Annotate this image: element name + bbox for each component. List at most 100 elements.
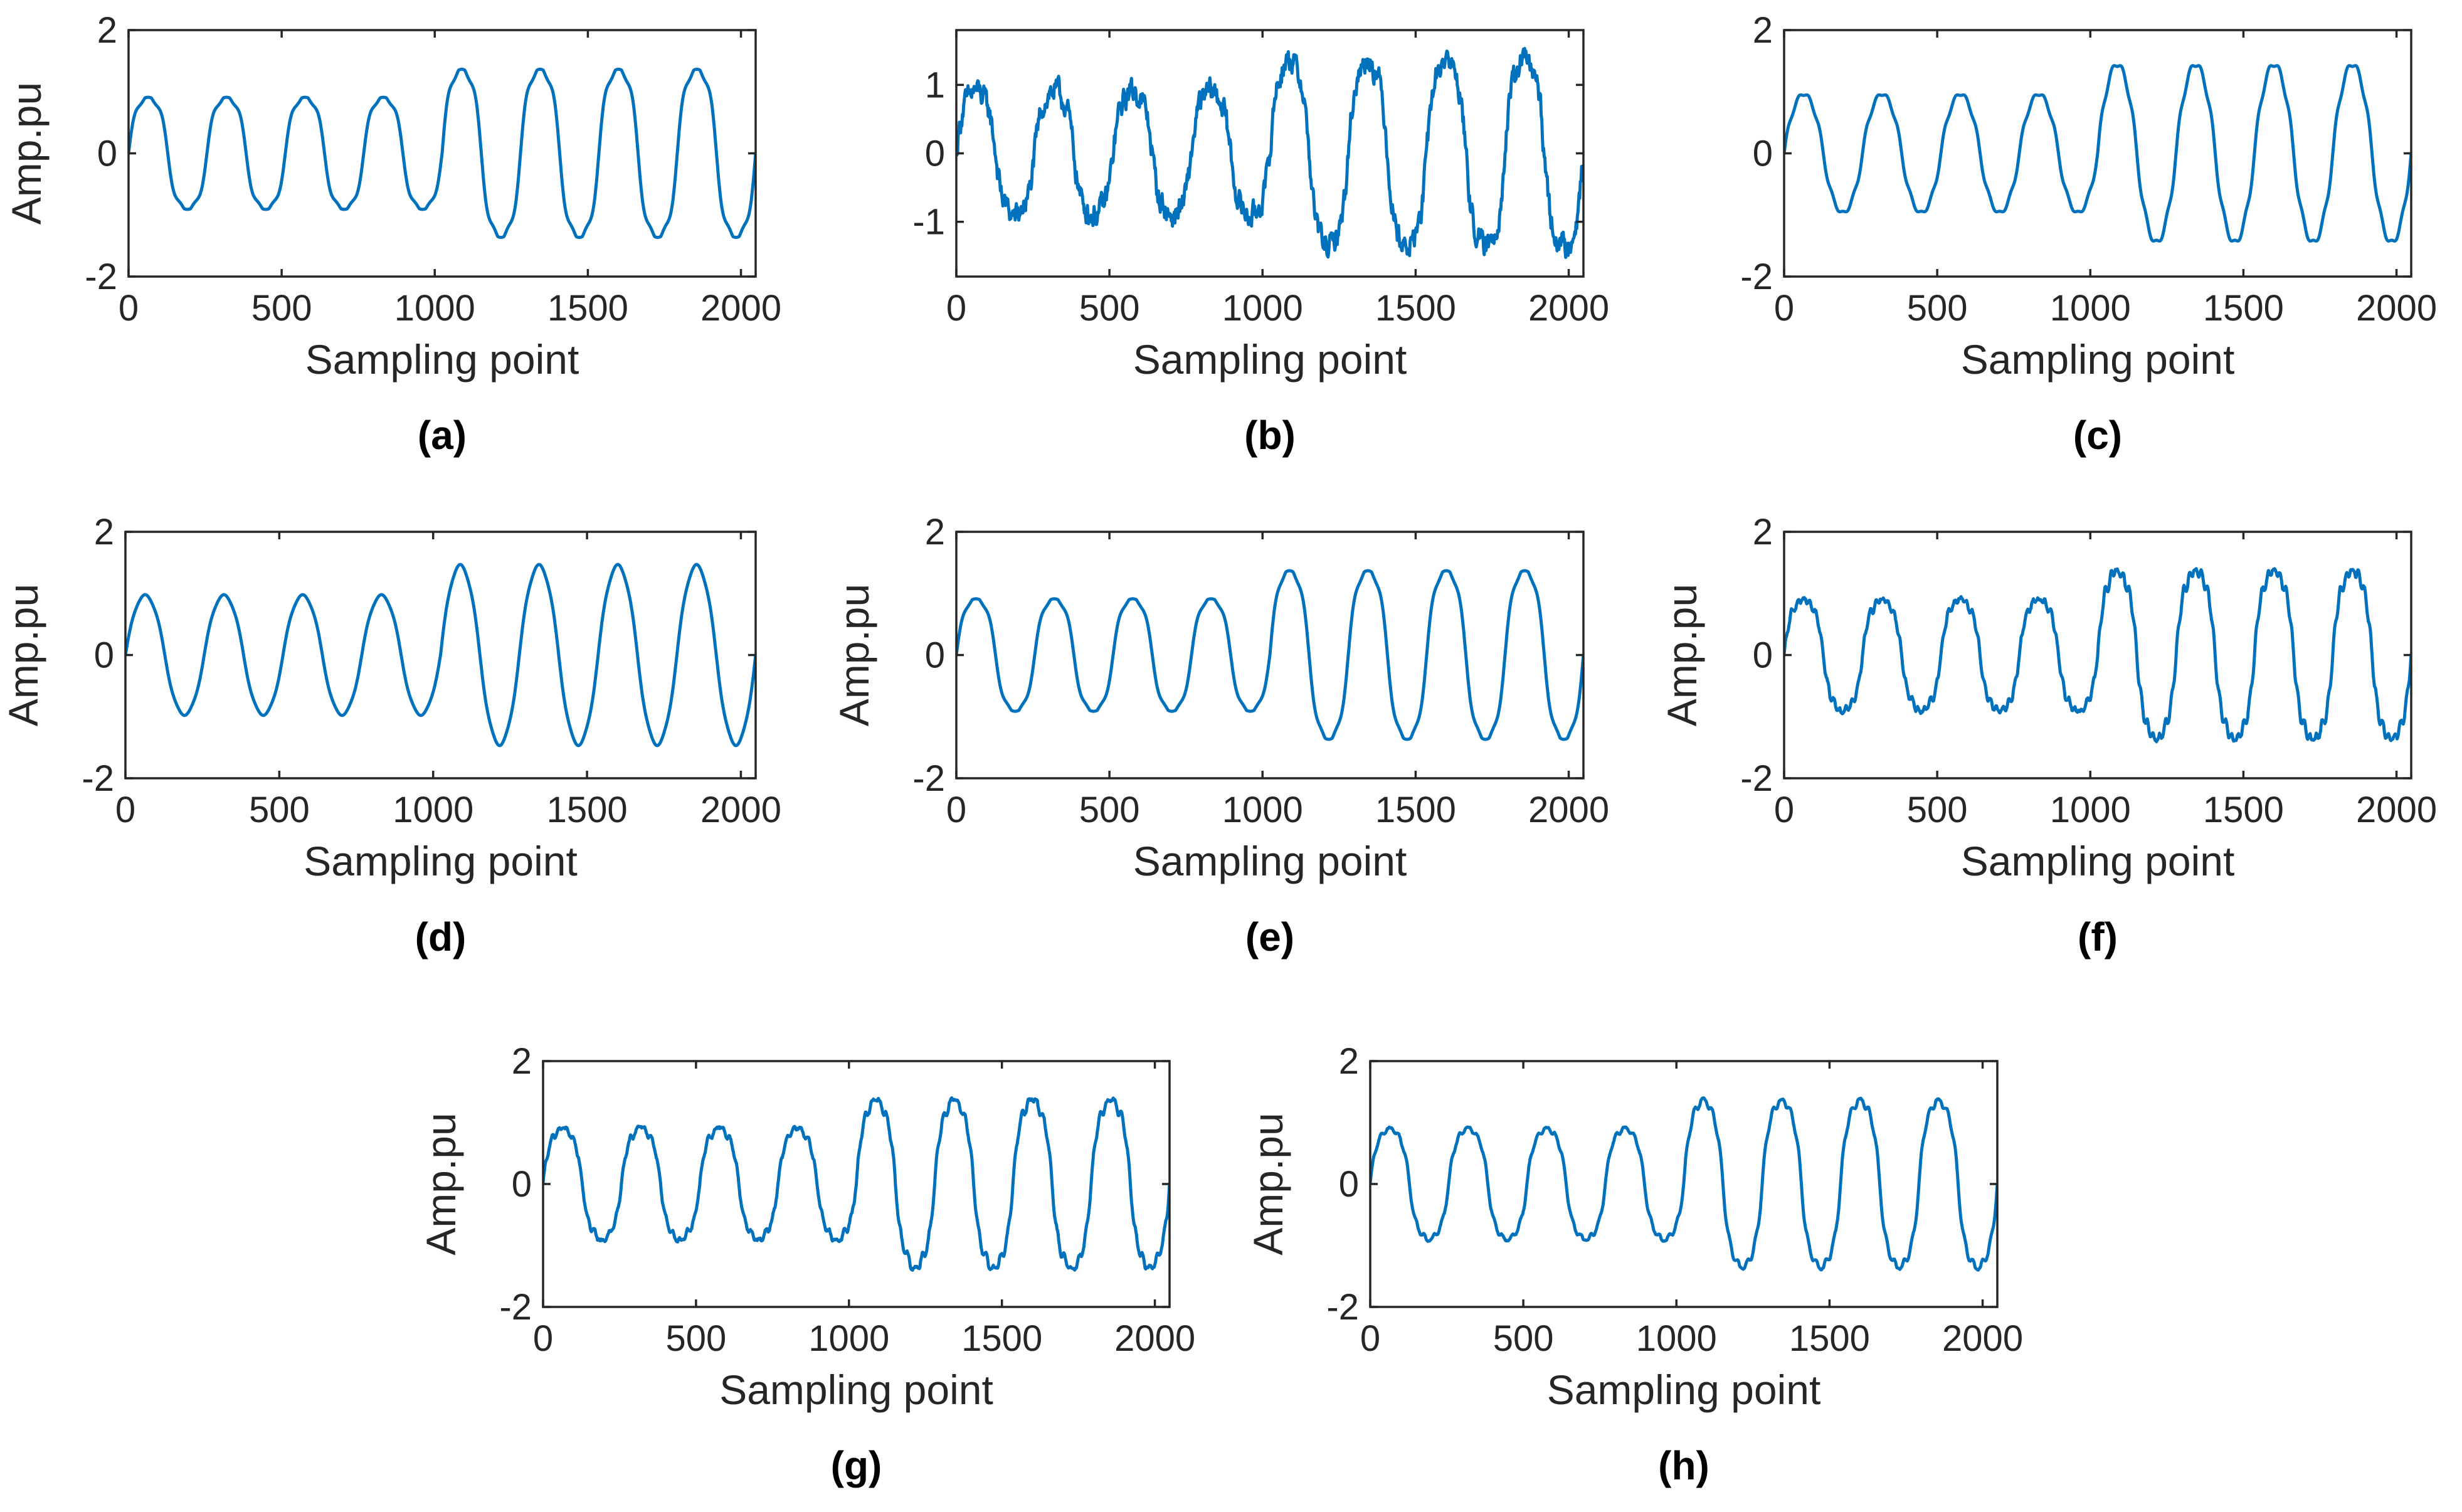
x-tick-label: 2000 — [700, 288, 781, 329]
x-tick-label: 1000 — [1222, 288, 1303, 329]
x-axis-label: Sampling point — [1961, 336, 2235, 383]
y-tick-label: 0 — [1753, 635, 1773, 676]
y-tick: 1 — [925, 65, 1583, 105]
y-tick: 2 — [1339, 1041, 1997, 1082]
y-tick-label: 2 — [925, 512, 945, 552]
x-tick: 500 — [249, 532, 310, 830]
x-tick-label: 2000 — [1114, 1318, 1195, 1359]
y-tick: 2 — [1753, 512, 2411, 552]
x-tick-label: 1000 — [2050, 790, 2131, 830]
y-tick: 2 — [1753, 10, 2411, 51]
x-tick: 1000 — [2050, 532, 2131, 830]
y-tick: 0 — [925, 635, 1583, 676]
x-tick: 1500 — [2203, 532, 2284, 830]
x-tick-label: 0 — [946, 790, 966, 830]
x-tick-label: 500 — [1079, 790, 1140, 830]
x-tick: 1500 — [547, 30, 628, 329]
x-tick: 2000 — [2356, 532, 2437, 830]
panel-label: (b) — [1244, 413, 1296, 458]
x-tick-label: 2000 — [1942, 1318, 2023, 1359]
x-tick: 1500 — [547, 532, 628, 830]
x-tick: 500 — [1079, 532, 1140, 830]
x-tick-label: 500 — [1907, 288, 1968, 329]
y-tick-label: 0 — [512, 1164, 532, 1205]
x-axis-label: Sampling point — [1133, 838, 1407, 884]
x-tick: 1500 — [1375, 30, 1456, 329]
x-tick-label: 1500 — [1789, 1318, 1870, 1359]
y-tick: -2 — [82, 758, 756, 799]
x-tick: 0 — [533, 1061, 553, 1359]
x-tick-label: 2000 — [1528, 288, 1609, 329]
series-line — [129, 67, 756, 240]
y-tick: 0 — [512, 1164, 1170, 1205]
y-tick: 2 — [94, 512, 756, 552]
x-tick-label: 1500 — [961, 1318, 1042, 1359]
x-tick: 2000 — [1942, 1061, 2023, 1359]
y-tick: 0 — [94, 635, 756, 676]
panel-label: (c) — [2073, 413, 2122, 458]
x-tick: 2000 — [700, 532, 781, 830]
x-tick-label: 500 — [249, 790, 310, 830]
x-tick-label: 1000 — [1636, 1318, 1717, 1359]
y-tick: -2 — [912, 758, 1583, 799]
x-tick: 1000 — [1636, 1061, 1717, 1359]
x-tick-label: 0 — [1360, 1318, 1380, 1359]
x-tick: 0 — [1774, 30, 1794, 329]
x-tick: 1000 — [394, 30, 475, 329]
series-line — [125, 563, 756, 748]
y-tick-label: 2 — [512, 1041, 532, 1082]
x-tick: 0 — [115, 532, 135, 830]
x-tick-label: 0 — [946, 288, 966, 329]
chart-panel-b: 0 500 1000 1500 2000 -1 0 1 Sampling point (b) — [912, 29, 1609, 458]
y-tick: -2 — [1740, 256, 2411, 297]
y-tick-label: 0 — [925, 635, 945, 676]
y-tick-label: 2 — [94, 512, 114, 552]
x-axis-label: Sampling point — [1133, 336, 1407, 383]
x-tick-label: 2000 — [2356, 790, 2437, 830]
x-tick: 500 — [1493, 1061, 1554, 1359]
x-tick: 500 — [1907, 30, 1968, 329]
series-line — [956, 46, 1583, 259]
x-tick-label: 1500 — [547, 288, 628, 329]
y-axis-label: Amp.pu — [3, 82, 50, 225]
panel-label: (a) — [418, 413, 467, 458]
x-tick: 500 — [1907, 532, 1968, 830]
y-tick: 2 — [925, 512, 1583, 552]
x-tick-label: 0 — [119, 288, 139, 329]
series-line — [1370, 1096, 1997, 1272]
x-tick: 1000 — [393, 532, 473, 830]
x-tick: 1500 — [961, 1061, 1042, 1359]
panel-label: (d) — [415, 914, 467, 960]
panel-label: (f) — [2078, 914, 2118, 960]
x-tick: 2000 — [700, 30, 781, 329]
x-tick: 2000 — [1114, 1061, 1195, 1359]
y-tick-label: -2 — [82, 758, 114, 799]
series-line — [1784, 64, 2411, 243]
y-tick: 0 — [1753, 134, 2411, 174]
x-tick: 1500 — [1789, 1061, 1870, 1359]
y-tick: -2 — [1740, 758, 2411, 799]
x-tick-label: 1000 — [394, 288, 475, 329]
x-tick-label: 0 — [1774, 288, 1794, 329]
y-axis-label: Amp.pu — [1245, 1113, 1291, 1255]
y-axis-label: Amp.pu — [418, 1113, 464, 1255]
x-tick-label: 1000 — [1222, 790, 1303, 830]
x-tick: 1500 — [2203, 30, 2284, 329]
x-tick-label: 1500 — [2203, 288, 2284, 329]
series-line — [1784, 567, 2411, 744]
x-tick: 0 — [946, 532, 966, 830]
x-tick-label: 1500 — [1375, 790, 1456, 830]
x-tick-label: 1500 — [2203, 790, 2284, 830]
x-tick: 0 — [119, 30, 139, 329]
y-axis-label: Amp.pu — [1659, 584, 1705, 726]
y-tick-label: 0 — [94, 635, 114, 676]
panel-label: (g) — [831, 1443, 882, 1488]
series-line — [956, 569, 1583, 741]
